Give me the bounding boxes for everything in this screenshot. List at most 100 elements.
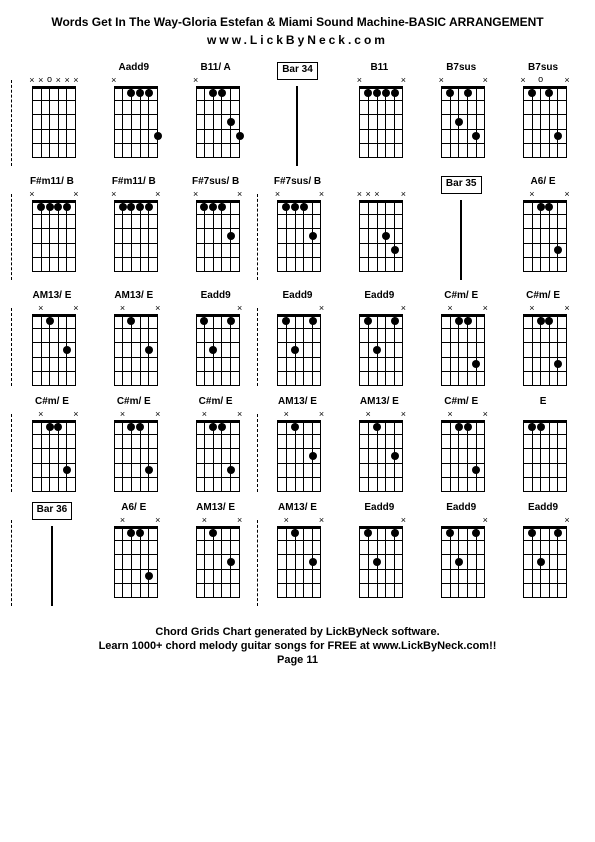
bar-line: [296, 86, 298, 166]
chord-cell: Aadd9×: [97, 62, 171, 166]
chord-label: Eadd9: [364, 290, 394, 304]
chord-label: C#m/ E: [444, 290, 478, 304]
chord-label: AM13/ E: [196, 502, 235, 516]
bar-marker: Bar 34: [261, 62, 335, 166]
measure-divider: [11, 80, 13, 166]
chord-cell: B7sus ×o×: [506, 62, 580, 166]
chord-grid: ××o×××Aadd9×B11/ A×Bar 34B11××B7sus××B7s…: [15, 62, 580, 606]
chord-diagram: ×: [189, 78, 243, 158]
page-subtitle: www.LickByNeck.com: [15, 33, 580, 47]
chord-diagram: ××: [25, 412, 79, 492]
chord-diagram: ××: [189, 412, 243, 492]
chord-diagram: ×: [352, 306, 406, 386]
chord-label: A6/ E: [121, 502, 146, 516]
chord-cell: Eadd9 ×: [261, 290, 335, 386]
measure-divider: [11, 194, 13, 280]
chord-diagram: ×: [516, 518, 570, 598]
chord-cell: ××o×××: [15, 62, 89, 166]
chord-label: E: [540, 396, 547, 410]
chord-diagram: ××: [516, 306, 570, 386]
chord-cell: A6/ E××: [506, 176, 580, 280]
chord-cell: Eadd9 ×: [342, 502, 416, 606]
chord-diagram: ×: [270, 306, 324, 386]
chord-cell: F#m11/ B××: [97, 176, 171, 280]
chord-cell: AM13/ E ××: [342, 396, 416, 492]
chord-label: AM13/ E: [360, 396, 399, 410]
chord-label: Bar 36: [32, 502, 73, 520]
chord-diagram: ××: [107, 518, 161, 598]
bar-marker: Bar 36: [15, 502, 89, 606]
measure-divider: [257, 520, 259, 606]
chord-cell: AM13/ E××: [179, 502, 253, 606]
chord-label: Eadd9: [446, 502, 476, 516]
chord-diagram: ××: [107, 412, 161, 492]
chord-label: B11/ A: [201, 62, 231, 76]
bar-line: [460, 200, 462, 280]
footer-line-1: Chord Grids Chart generated by LickByNec…: [15, 626, 580, 638]
chord-diagram: [516, 412, 570, 492]
chord-diagram: ××: [107, 306, 161, 386]
chord-cell: C#m/ E××: [179, 396, 253, 492]
chord-cell: C#m/ E ××: [97, 396, 171, 492]
chord-label: Bar 35: [441, 176, 482, 194]
bar-line: [51, 526, 53, 606]
chord-label: Bar 34: [277, 62, 318, 80]
chord-diagram: ×: [434, 518, 488, 598]
measure-divider: [11, 308, 13, 386]
chord-cell: Eadd9 ×: [342, 290, 416, 386]
chord-label: F#7sus/ B: [274, 176, 321, 190]
measure-divider: [257, 194, 259, 280]
chord-label: F#m11/ B: [112, 176, 156, 190]
chord-label: Eadd9: [364, 502, 394, 516]
chord-diagram: ××: [270, 192, 324, 272]
chord-cell: Eadd9×: [179, 290, 253, 386]
page-header: Words Get In The Way-Gloria Estefan & Mi…: [15, 15, 580, 47]
chord-cell: C#m/ E ××: [15, 396, 89, 492]
footer-line-3: Page 11: [15, 654, 580, 666]
chord-diagram: ××: [270, 412, 324, 492]
chord-cell: C#m/ E ××: [506, 290, 580, 386]
chord-diagram: ××: [189, 192, 243, 272]
chord-cell: F#7sus/ B××: [179, 176, 253, 280]
chord-label: C#m/ E: [444, 396, 478, 410]
chord-label: C#m/ E: [35, 396, 69, 410]
chord-cell: Eadd9 ×: [506, 502, 580, 606]
chord-cell: AM13/ E ××: [97, 290, 171, 386]
chord-diagram: ××: [25, 192, 79, 272]
chord-diagram: ××××: [352, 192, 406, 272]
chord-label: B7sus: [446, 62, 476, 76]
page-title: Words Get In The Way-Gloria Estefan & Mi…: [15, 15, 580, 29]
chord-diagram: ××: [270, 518, 324, 598]
measure-divider: [257, 308, 259, 386]
chord-cell: B11/ A ×: [179, 62, 253, 166]
chord-diagram: ×o×: [516, 78, 570, 158]
chord-label: Eadd9: [528, 502, 558, 516]
chord-diagram: ××: [434, 78, 488, 158]
chord-cell: AM13/ E××: [261, 502, 335, 606]
chord-label: Eadd9: [282, 290, 312, 304]
footer-line-2: Learn 1000+ chord melody guitar songs fo…: [15, 640, 580, 652]
bar-marker: Bar 35: [424, 176, 498, 280]
chord-diagram: ××: [434, 412, 488, 492]
chord-label: C#m/ E: [526, 290, 560, 304]
chord-diagram: ××: [516, 192, 570, 272]
chord-label: Aadd9: [118, 62, 149, 76]
chord-cell: B11××: [342, 62, 416, 166]
measure-divider: [11, 520, 13, 606]
chord-label: AM13/ E: [32, 290, 71, 304]
chord-cell: F#m11/ B ××: [15, 176, 89, 280]
chord-cell: C#m/ E××: [424, 290, 498, 386]
chord-label: F#m11/ B: [30, 176, 74, 190]
chord-diagram: ××: [352, 78, 406, 158]
measure-divider: [11, 414, 13, 492]
chord-diagram: ××o×××: [25, 78, 79, 158]
chord-cell: Eadd9 ×: [424, 502, 498, 606]
chord-label: AM13/ E: [114, 290, 153, 304]
chord-diagram: ×: [352, 518, 406, 598]
chord-diagram: ××: [352, 412, 406, 492]
chord-label: B7sus: [528, 62, 558, 76]
chord-cell: ××××: [342, 176, 416, 280]
chord-label: AM13/ E: [278, 396, 317, 410]
chord-cell: AM13/ E ××: [261, 396, 335, 492]
chord-label: C#m/ E: [117, 396, 151, 410]
